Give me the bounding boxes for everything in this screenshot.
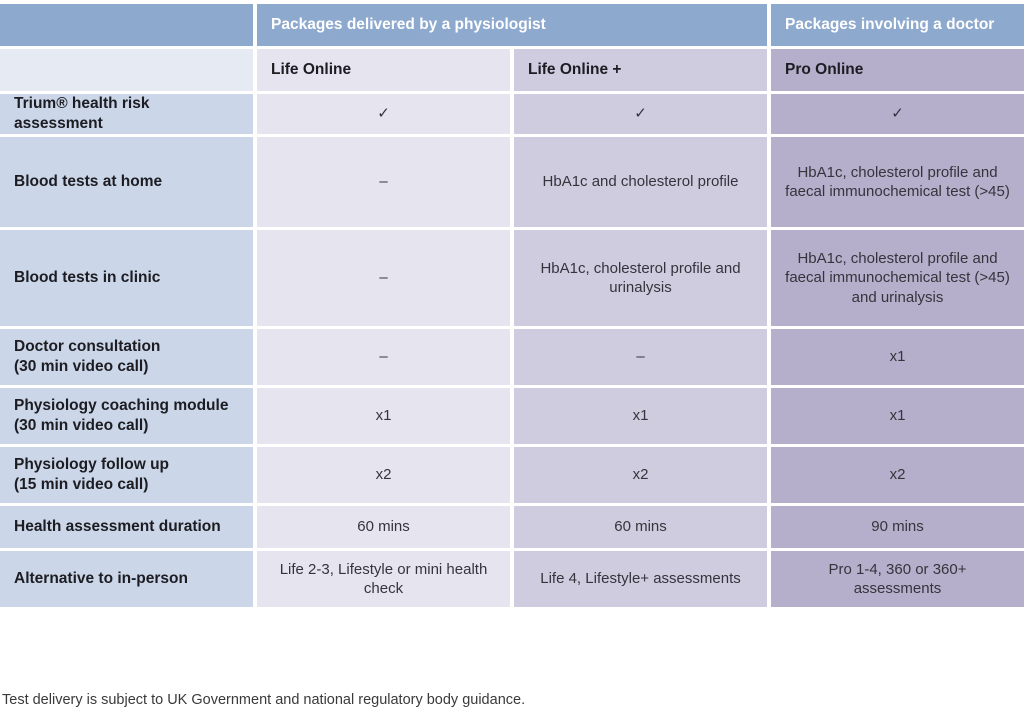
cell-alternative-life-online: Life 2-3, Lifestyle or mini health check bbox=[257, 551, 510, 607]
row-sublabel-text: (30 min video call) bbox=[14, 358, 149, 375]
row-label-text: Trium® health risk assessment bbox=[14, 94, 150, 132]
checkmark-icon: ✓ bbox=[891, 105, 904, 123]
row-label-text: Health assessment duration bbox=[14, 517, 221, 535]
column-header-life-online-plus: Life Online + bbox=[514, 49, 767, 91]
row-sublabel-text: (15 min video call) bbox=[14, 476, 149, 493]
column-header-empty bbox=[0, 49, 253, 91]
checkmark-icon: ✓ bbox=[377, 105, 390, 123]
cell-trium-life-online-plus: ✓ bbox=[514, 94, 767, 134]
cell-duration-life-online-plus: 60 mins bbox=[514, 506, 767, 548]
cell-trium-pro-online: ✓ bbox=[771, 94, 1024, 134]
cell-coaching-pro-online: x1 bbox=[771, 388, 1024, 444]
row-label-health-assessment-duration: Health assessment duration bbox=[0, 506, 253, 548]
header-corner-cell bbox=[0, 4, 253, 46]
group-header-physiologist: Packages delivered by a physiologist bbox=[257, 4, 767, 46]
cell-followup-life-online: x2 bbox=[257, 447, 510, 503]
cell-coaching-life-online: x1 bbox=[257, 388, 510, 444]
cell-alternative-pro-online: Pro 1-4, 360 or 360+ assessments bbox=[771, 551, 1024, 607]
cell-duration-pro-online: 90 mins bbox=[771, 506, 1024, 548]
row-label-text: Physiology coaching module bbox=[14, 396, 229, 414]
row-label-physiology-coaching-module: Physiology coaching module (30 min video… bbox=[0, 388, 253, 444]
cell-blood-clinic-life-online: – bbox=[257, 230, 510, 326]
cell-blood-home-life-online: – bbox=[257, 137, 510, 227]
row-label-text: Blood tests in clinic bbox=[14, 268, 161, 286]
row-label-physiology-follow-up: Physiology follow up (15 min video call) bbox=[0, 447, 253, 503]
cell-blood-clinic-pro-online: HbA1c, cholesterol profile and faecal im… bbox=[771, 230, 1024, 326]
packages-comparison-table: Packages delivered by a physiologist Pac… bbox=[0, 4, 1024, 607]
cell-blood-home-pro-online: HbA1c, cholesterol profile and faecal im… bbox=[771, 137, 1024, 227]
row-label-blood-tests-at-home: Blood tests at home bbox=[0, 137, 253, 227]
group-header-doctor: Packages involving a doctor bbox=[771, 4, 1024, 46]
cell-duration-life-online: 60 mins bbox=[257, 506, 510, 548]
cell-coaching-life-online-plus: x1 bbox=[514, 388, 767, 444]
row-label-text: Blood tests at home bbox=[14, 172, 163, 190]
row-label-text: Alternative to in-person bbox=[14, 569, 188, 587]
cell-doctor-life-online: – bbox=[257, 329, 510, 385]
cell-doctor-life-online-plus: – bbox=[514, 329, 767, 385]
cell-trium-life-online: ✓ bbox=[257, 94, 510, 134]
checkmark-icon: ✓ bbox=[634, 105, 647, 123]
row-label-doctor-consultation: Doctor consultation (30 min video call) bbox=[0, 329, 253, 385]
row-sublabel-text: (30 min video call) bbox=[14, 417, 149, 434]
cell-doctor-pro-online: x1 bbox=[771, 329, 1024, 385]
cell-alternative-life-online-plus: Life 4, Lifestyle+ assessments bbox=[514, 551, 767, 607]
cell-followup-pro-online: x2 bbox=[771, 447, 1024, 503]
column-header-life-online: Life Online bbox=[257, 49, 510, 91]
cell-blood-clinic-life-online-plus: HbA1c, cholesterol profile and urinalysi… bbox=[514, 230, 767, 326]
row-label-text: Physiology follow up bbox=[14, 455, 169, 473]
footnote: Test delivery is subject to UK Governmen… bbox=[2, 692, 526, 708]
row-label-blood-tests-in-clinic: Blood tests in clinic bbox=[0, 230, 253, 326]
row-label-alternative-to-in-person: Alternative to in-person bbox=[0, 551, 253, 607]
cell-blood-home-life-online-plus: HbA1c and cholesterol profile bbox=[514, 137, 767, 227]
column-header-pro-online: Pro Online bbox=[771, 49, 1024, 91]
cell-followup-life-online-plus: x2 bbox=[514, 447, 767, 503]
row-label-text: Doctor consultation bbox=[14, 337, 161, 355]
row-label-trium-health-risk-assessment: Trium® health risk assessment bbox=[0, 94, 253, 134]
